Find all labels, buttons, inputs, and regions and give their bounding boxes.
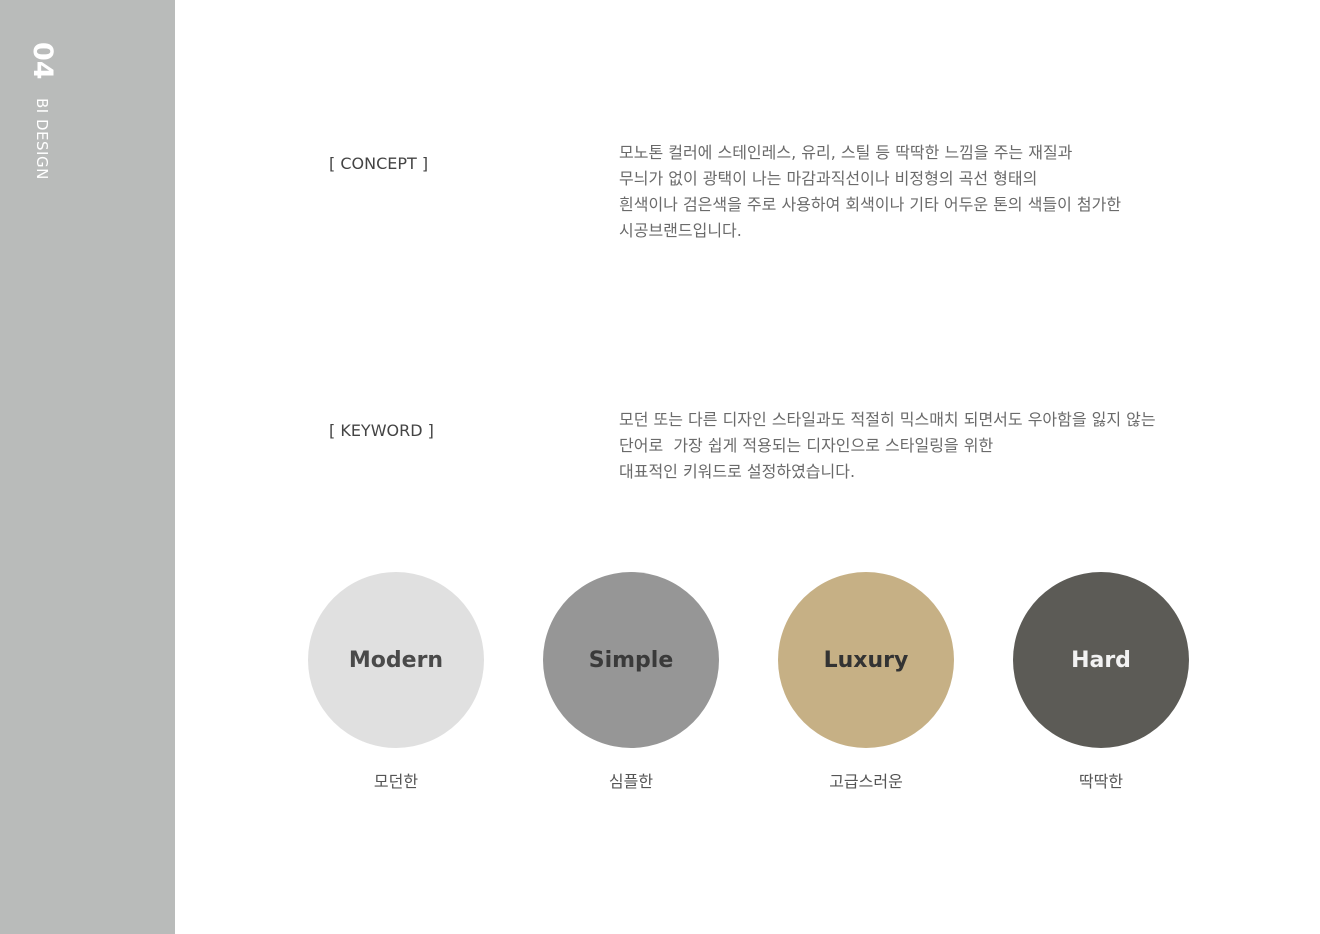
keyword-caption: 딱딱한 bbox=[1078, 772, 1124, 791]
keyword-label: [ KEYWORD ] bbox=[329, 421, 434, 440]
keyword-modern: Modern 모던한 bbox=[308, 572, 484, 792]
concept-text: 모노톤 컬러에 스테인레스, 유리, 스틸 등 딱딱한 느낌을 주는 재질과 무… bbox=[619, 140, 1259, 244]
keyword-name: Luxury bbox=[823, 647, 909, 673]
keyword-line: 대표적인 키워드로 설정하였습니다. bbox=[619, 462, 856, 481]
keyword-circle: Modern bbox=[308, 572, 484, 748]
keyword-caption: 심플한 bbox=[608, 772, 654, 791]
section-title: BI DESIGN bbox=[33, 98, 51, 180]
keyword-simple: Simple 심플한 bbox=[543, 572, 719, 792]
concept-line: 무늬가 없이 광택이 나는 마감과직선이나 비정형의 곡선 형태의 bbox=[619, 169, 1038, 188]
keyword-text: 모던 또는 다른 디자인 스타일과도 적절히 믹스매치 되면서도 우아함을 잃지… bbox=[619, 407, 1259, 485]
keyword-name: Modern bbox=[348, 647, 444, 673]
keyword-caption: 고급스러운 bbox=[829, 772, 903, 791]
concept-label: [ CONCEPT ] bbox=[329, 154, 429, 173]
keyword-circle: Hard bbox=[1013, 572, 1189, 748]
keyword-line: 모던 또는 다른 디자인 스타일과도 적절히 믹스매치 되면서도 우아함을 잃지… bbox=[619, 410, 1156, 429]
keyword-name: Simple bbox=[588, 647, 674, 673]
keyword-luxury: Luxury 고급스러운 bbox=[778, 572, 954, 792]
keyword-caption: 모던한 bbox=[373, 772, 419, 791]
concept-line: 모노톤 컬러에 스테인레스, 유리, 스틸 등 딱딱한 느낌을 주는 재질과 bbox=[619, 143, 1073, 162]
concept-line: 시공브랜드입니다. bbox=[619, 221, 742, 240]
keyword-name: Hard bbox=[1071, 647, 1131, 673]
keyword-line: 단어로 가장 쉽게 적용되는 디자인으로 스타일링을 위한 bbox=[619, 436, 994, 455]
concept-line: 흰색이나 검은색을 주로 사용하여 회색이나 기타 어두운 톤의 색들이 첨가한 bbox=[619, 195, 1122, 214]
section-heading: 04 BI DESIGN bbox=[27, 42, 58, 180]
section-number: 04 bbox=[27, 42, 58, 80]
keyword-circle: Simple bbox=[543, 572, 719, 748]
keyword-circle: Luxury bbox=[778, 572, 954, 748]
keyword-hard: Hard 딱딱한 bbox=[1013, 572, 1189, 792]
sidebar: 04 BI DESIGN bbox=[0, 0, 175, 934]
